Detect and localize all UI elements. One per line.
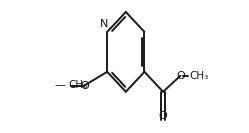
Text: CH₃: CH₃ [189, 71, 208, 81]
Text: CH₃: CH₃ [68, 80, 87, 90]
Text: O: O [176, 71, 185, 81]
Text: O: O [159, 111, 167, 121]
Text: N: N [100, 19, 108, 29]
Text: O: O [81, 81, 89, 91]
Text: —: — [54, 80, 65, 90]
